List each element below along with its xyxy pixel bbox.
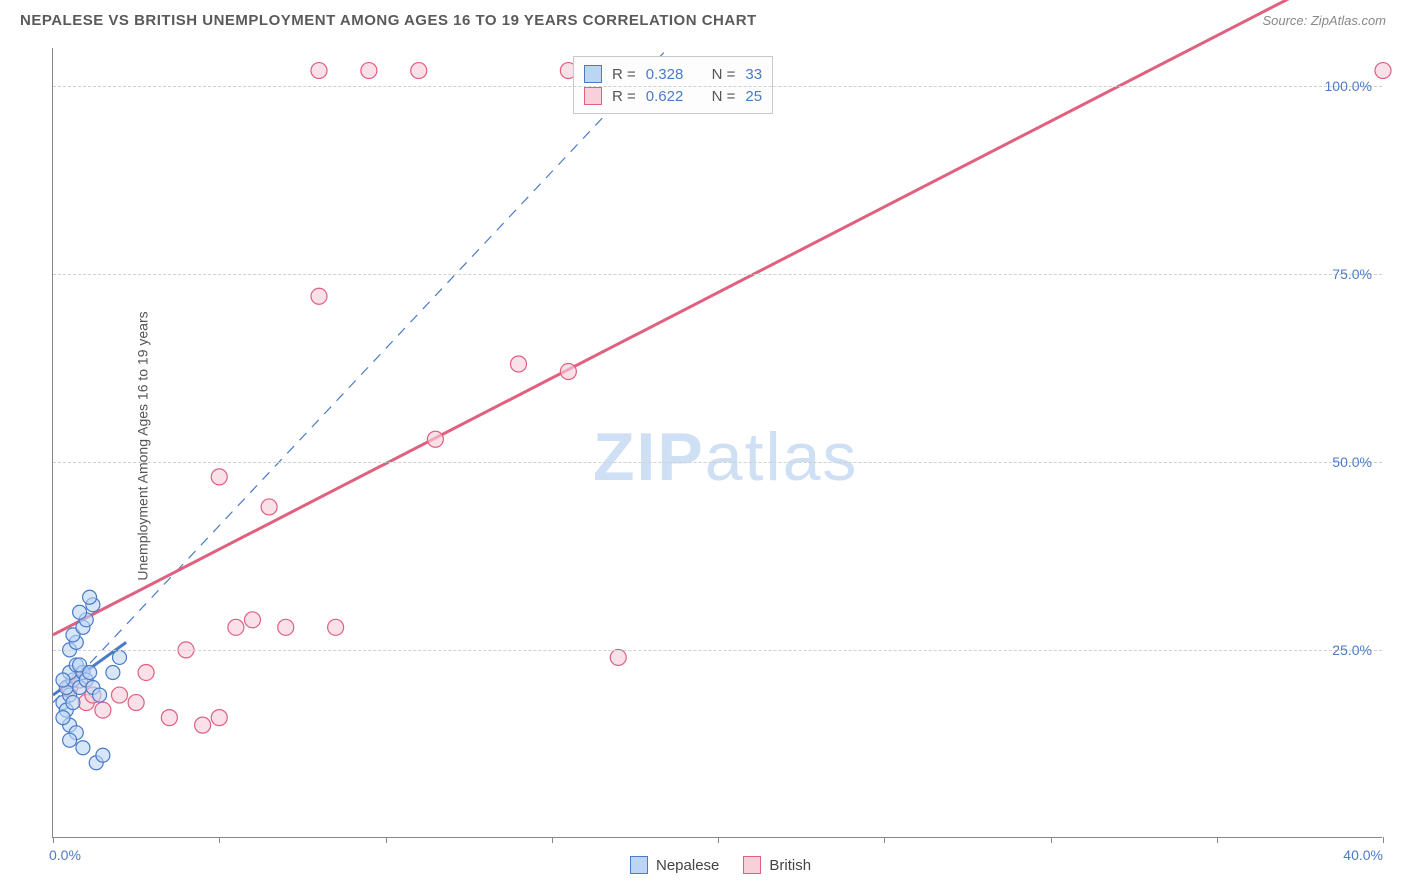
pink-point [112,687,128,703]
pink-point [195,717,211,733]
blue-point [66,696,80,710]
swatch-pink-icon [743,856,761,874]
blue-point [93,688,107,702]
grid-line [53,86,1382,87]
blue-point [56,711,70,725]
x-tick [1383,837,1384,843]
pink-point [261,499,277,515]
n-value-blue: 33 [745,66,762,83]
blue-point [63,733,77,747]
pink-point [211,469,227,485]
pink-point [411,63,427,79]
x-tick [1051,837,1052,843]
x-tick [884,837,885,843]
x-tick [1217,837,1218,843]
y-tick-label: 25.0% [1332,642,1372,658]
swatch-blue-icon [584,65,602,83]
n-value-pink: 25 [745,88,762,105]
pink-point [328,619,344,635]
pink-point [427,431,443,447]
x-tick-label-max: 40.0% [1343,847,1383,863]
n-label: N = [712,88,736,105]
x-tick [53,837,54,843]
pink-point [1375,63,1391,79]
pink-point [610,649,626,665]
pink-point [278,619,294,635]
r-value-pink: 0.622 [646,88,684,105]
pink-point [161,710,177,726]
y-tick-label: 75.0% [1332,266,1372,282]
swatch-blue-icon [630,856,648,874]
bottom-legend: Nepalese British [630,856,811,874]
x-tick [219,837,220,843]
y-tick-label: 100.0% [1325,78,1372,94]
blue-point [106,665,120,679]
legend-label-british: British [769,857,811,874]
plot-area: ZIPatlas R = 0.328 N = 33 R = 0.622 N = … [52,48,1382,838]
grid-line [53,462,1382,463]
blue-point [83,665,97,679]
stat-row-blue: R = 0.328 N = 33 [584,63,762,85]
legend-item-british: British [743,856,811,874]
x-tick [552,837,553,843]
chart-title: NEPALESE VS BRITISH UNEMPLOYMENT AMONG A… [20,12,757,29]
pink-point [211,710,227,726]
source-attribution: Source: ZipAtlas.com [1262,13,1386,28]
scatter-plot-svg [53,48,1382,837]
n-label: N = [712,66,736,83]
blue-point [113,650,127,664]
grid-line [53,274,1382,275]
pink-point [311,63,327,79]
y-tick-label: 50.0% [1332,454,1372,470]
pink-point [228,619,244,635]
pink-point [361,63,377,79]
r-label: R = [612,88,636,105]
blue-point [96,748,110,762]
blue-point [83,590,97,604]
blue-point [76,741,90,755]
x-tick [386,837,387,843]
x-tick [718,837,719,843]
r-label: R = [612,66,636,83]
x-tick-label-min: 0.0% [49,847,81,863]
pink-point [311,288,327,304]
pink-point [95,702,111,718]
pink-point [138,664,154,680]
r-value-blue: 0.328 [646,66,684,83]
stat-row-pink: R = 0.622 N = 25 [584,85,762,107]
swatch-pink-icon [584,87,602,105]
blue-point [56,673,70,687]
blue-point [73,605,87,619]
pink-point [128,695,144,711]
pink-point [511,356,527,372]
legend-label-nepalese: Nepalese [656,857,719,874]
grid-line [53,650,1382,651]
pink-point [560,364,576,380]
pink-point [245,612,261,628]
legend-item-nepalese: Nepalese [630,856,719,874]
